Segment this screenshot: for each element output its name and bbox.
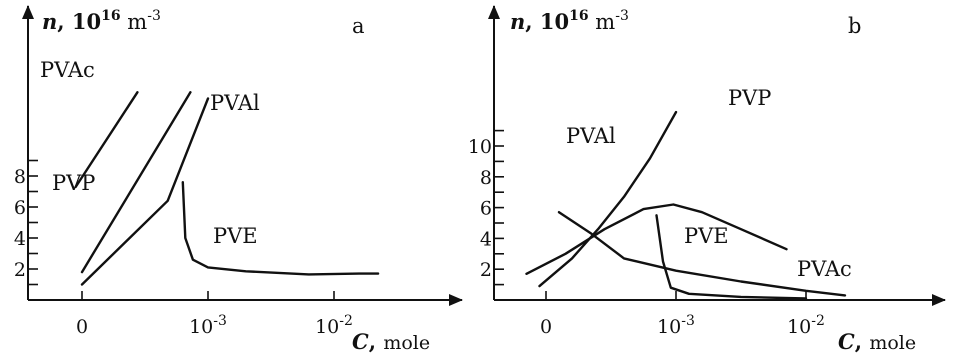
series-label-pvac: PVAc (40, 58, 95, 82)
x-tick-label: 10-3 (189, 313, 227, 338)
y-tick-label: 4 (14, 228, 26, 250)
y-tick-label: 2 (14, 259, 26, 281)
y-tick-label: 2 (480, 259, 492, 281)
y-tick-label: 10 (468, 136, 492, 158)
series-line-pvp (80, 91, 192, 274)
y-tick-label: 8 (480, 167, 492, 189)
series-line-pvac (557, 211, 847, 297)
y-tick-label: 8 (14, 166, 26, 188)
y-axis-label: n, 1016 m-3 (42, 8, 161, 34)
series-line-pve (181, 181, 380, 276)
series-label-pval: PVAl (210, 91, 260, 115)
x-axis-label: C, mole (352, 329, 430, 354)
x-tick-label: 10-2 (315, 313, 353, 338)
series-line-pval (80, 97, 210, 286)
x-tick-label: 10-2 (787, 313, 825, 338)
series-label-pve: PVE (684, 224, 729, 248)
series-label-pvp: PVP (52, 171, 95, 195)
y-tick-label: 6 (14, 197, 26, 219)
panel-label: a (352, 14, 365, 38)
series-label-pve: PVE (213, 224, 258, 248)
series-label-pval: PVAl (566, 124, 616, 148)
panel-label: b (848, 14, 861, 38)
x-tick-label: 10-3 (657, 313, 695, 338)
series-line-pvac (74, 91, 139, 189)
y-tick-label: 6 (480, 198, 492, 220)
series-line-pval (538, 110, 678, 288)
x-tick-label: 0 (540, 316, 552, 338)
x-tick-label: 0 (76, 316, 88, 338)
chart-panel-a: 2 4 6 8 0 10-3 10-2 n, 1016 m-3 C, mole a PVAc PVP P… (14, 5, 463, 354)
y-axis-label: n, 1016 m-3 (510, 8, 629, 34)
series-line-pvp (525, 203, 788, 275)
x-axis-label: C, mole (838, 329, 916, 354)
series-label-pvac: PVAc (797, 257, 852, 281)
series-line-pve (655, 214, 808, 300)
chart-panel-b: 2 4 6 8 10 0 10-3 10-2 n, 1016 m-3 C, mole b PVAl PV… (468, 5, 946, 354)
series-label-pvp: PVP (728, 86, 771, 110)
y-tick-label: 4 (480, 228, 492, 250)
